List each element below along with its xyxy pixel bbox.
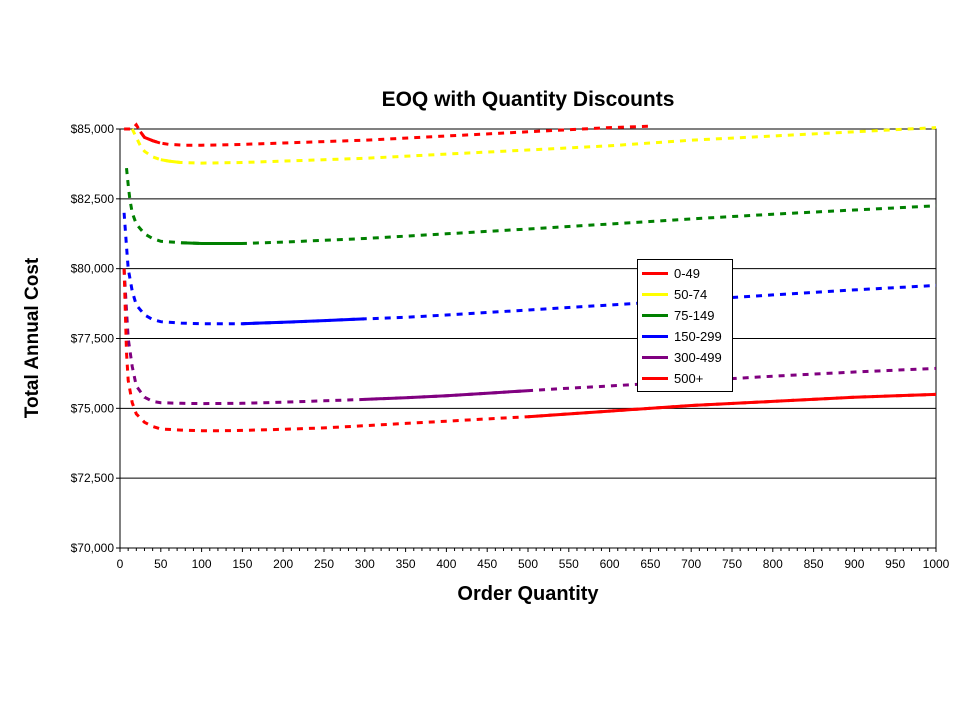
x-tick-label: 250 — [314, 557, 334, 571]
y-tick-label: $80,000 — [71, 262, 115, 276]
y-tick-label: $82,500 — [71, 192, 115, 206]
x-tick-label: 100 — [192, 557, 212, 571]
x-tick-label: 150 — [232, 557, 252, 571]
series-dashed-line — [122, 268, 937, 406]
legend-item: 300-499 — [642, 347, 732, 368]
series-50-74 — [130, 126, 937, 165]
series-solid-line — [181, 241, 242, 245]
series-75-149 — [125, 167, 937, 245]
x-tick-label: 0 — [117, 557, 124, 571]
legend-label: 50-74 — [674, 287, 708, 302]
series-solid-line — [364, 389, 528, 401]
x-axis-title: Order Quantity — [457, 583, 599, 605]
x-tick-label: 50 — [154, 557, 168, 571]
legend-item: 50-74 — [642, 284, 732, 305]
legend-label: 0-49 — [674, 266, 701, 281]
tick-labels: $70,000 $72,500 $75,000 $77,500 $80,000 $82,5… — [71, 122, 950, 571]
legend-item: 75-149 — [642, 305, 732, 326]
legend-item: 0-49 — [642, 263, 732, 284]
series-dashed-line — [130, 126, 937, 165]
series-500+ — [122, 268, 937, 433]
x-tick-label: 800 — [763, 557, 783, 571]
legend-label: 500+ — [674, 371, 704, 386]
grid-lines — [120, 198, 936, 479]
legend-swatch — [642, 356, 668, 359]
legend-label: 150-299 — [674, 329, 722, 344]
series-solid-line — [242, 317, 365, 326]
y-tick-label: $77,500 — [71, 332, 115, 346]
x-tick-label: 900 — [844, 557, 864, 571]
y-tick-label: $70,000 — [71, 541, 115, 555]
x-tick-label: 600 — [600, 557, 620, 571]
x-tick-label: 950 — [885, 557, 905, 571]
x-tick-label: 450 — [477, 557, 497, 571]
series-solid-line — [160, 158, 181, 164]
legend-item: 500+ — [642, 368, 732, 389]
x-tick-label: 700 — [681, 557, 701, 571]
series-lines — [122, 122, 937, 433]
legend-swatch — [642, 293, 668, 296]
x-tick-label: 850 — [804, 557, 824, 571]
legend-swatch — [642, 335, 668, 338]
x-tick-label: 1000 — [923, 557, 950, 571]
legend-label: 75-149 — [674, 308, 715, 323]
legend-label: 300-499 — [674, 350, 722, 365]
series-dashed-line — [124, 122, 651, 147]
y-axis-title: Total Annual Cost — [22, 257, 43, 419]
chart-title: EOQ with Quantity Discounts — [381, 88, 675, 111]
chart-legend: 0-49 50-74 75-149 150-299 300-499 500+ — [637, 259, 733, 392]
x-tick-label: 750 — [722, 557, 742, 571]
series-solid-line — [527, 392, 937, 419]
x-tick-label: 200 — [273, 557, 293, 571]
legend-swatch — [642, 272, 668, 275]
series-solid-line — [139, 130, 161, 145]
x-tick-label: 350 — [396, 557, 416, 571]
series-0-49 — [124, 122, 651, 147]
y-tick-label: $85,000 — [71, 122, 115, 136]
x-tick-label: 300 — [355, 557, 375, 571]
axes — [116, 128, 937, 552]
x-tick-label: 650 — [640, 557, 660, 571]
x-tick-label: 500 — [518, 557, 538, 571]
legend-item: 150-299 — [642, 326, 732, 347]
legend-swatch — [642, 377, 668, 380]
legend-swatch — [642, 314, 668, 317]
x-tick-label: 550 — [559, 557, 579, 571]
y-tick-label: $75,000 — [71, 401, 115, 415]
x-tick-label: 400 — [436, 557, 456, 571]
y-tick-label: $72,500 — [71, 471, 115, 485]
series-300-499 — [122, 268, 937, 406]
